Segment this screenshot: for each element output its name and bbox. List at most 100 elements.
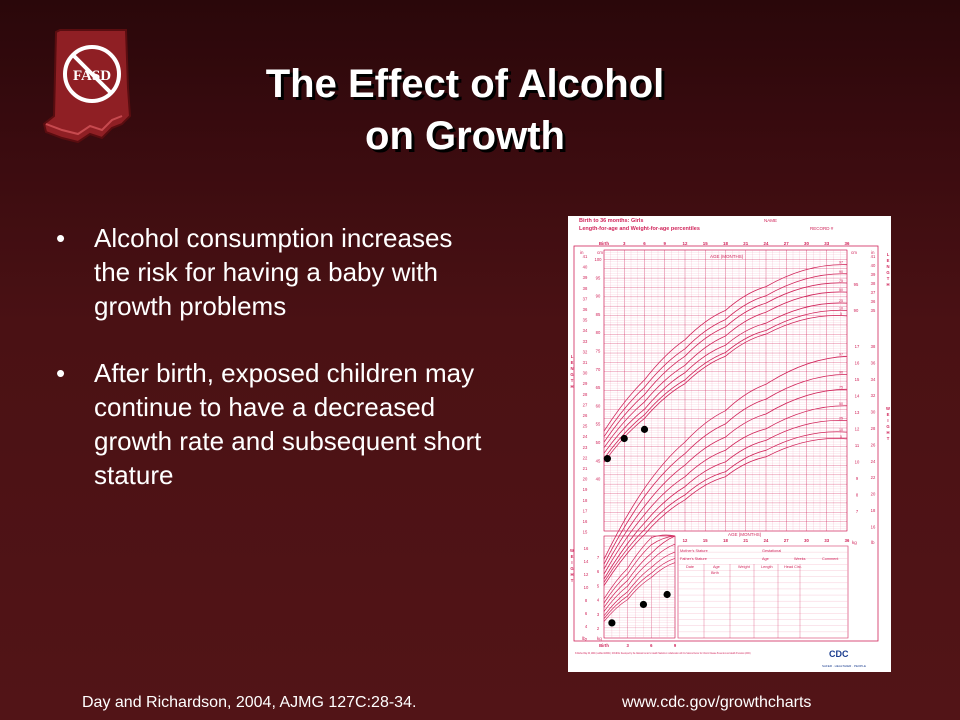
- weight-measurement-point-3: [663, 590, 671, 599]
- weight-curve-label-p75: 75: [839, 385, 843, 389]
- length-in-tick-41: 41: [583, 254, 588, 259]
- length-cm-tick-75: 75: [596, 349, 601, 354]
- table-label-gestational: Gestational: [762, 549, 781, 553]
- lower-lb-tick-4: 4: [585, 624, 588, 629]
- length-curve-label-p25: 25: [839, 299, 843, 303]
- table-col-header-age: Age: [713, 565, 720, 569]
- x-tick-top-15: 15: [703, 241, 708, 246]
- weight-curve-label-p97: 97: [839, 352, 843, 356]
- length-in-right-tick-37: 37: [871, 290, 876, 295]
- lower-lb-tick-6: 6: [585, 611, 588, 616]
- unit-lb-lower-label: lb: [582, 636, 586, 641]
- length-in-tick-32: 32: [583, 349, 588, 354]
- weight-axis-letter: W: [570, 548, 574, 553]
- fasd-logo-text: FASD: [73, 68, 111, 84]
- length-axis-letter: L: [571, 354, 574, 359]
- table-col-header-weight: Weight: [738, 565, 751, 569]
- x-tick-bottom-30: 30: [804, 538, 809, 543]
- x-tick-top-36: 36: [845, 241, 850, 246]
- length-in-tick-24: 24: [583, 434, 588, 439]
- weight-curve-label-p50: 50: [839, 402, 843, 406]
- lower-kg-tick-6: 6: [597, 569, 600, 574]
- weight-lower-curve-p90: [603, 535, 676, 604]
- length-in-tick-30: 30: [583, 371, 588, 376]
- table-label-birth: Birth: [711, 571, 719, 575]
- length-cm-tick-60: 60: [596, 403, 601, 408]
- weight-curve-p25: [603, 419, 848, 580]
- weight-axis-right-letter: H: [886, 430, 889, 435]
- weight-lb-tick-34: 34: [871, 377, 876, 382]
- weight-lower-curve-p5: [603, 562, 676, 622]
- x-tick-bottom-15: 15: [703, 538, 708, 543]
- length-in-tick-26: 26: [583, 413, 588, 418]
- length-curve-p10: [603, 309, 848, 459]
- x-tick-bottom-12: 12: [683, 538, 688, 543]
- length-cm-tick-40: 40: [596, 477, 601, 482]
- weight-axis-letter: G: [570, 566, 573, 571]
- length-in-tick-31: 31: [583, 360, 588, 365]
- growth-chart-svg: Birth to 36 months: Girls Length-for-age…: [570, 218, 890, 668]
- weight-lb-tick-32: 32: [871, 393, 876, 398]
- length-in-tick-19: 19: [583, 487, 588, 492]
- unit-lb-right-label: lb: [871, 540, 875, 545]
- length-curve-label-p97: 97: [839, 261, 843, 265]
- chart-record-label: RECORD #: [810, 226, 834, 231]
- weight-axis-right-letter: I: [887, 418, 888, 423]
- cdc-logo: CDC: [829, 649, 849, 659]
- unit-in-label: in: [580, 250, 584, 255]
- length-cm-tick-70: 70: [596, 367, 601, 372]
- length-measurement-point-3: [640, 425, 649, 433]
- length-curve-p50: [603, 291, 848, 448]
- slide-title-line-2: on Growth: [365, 114, 565, 158]
- length-curve-label-p75: 75: [839, 279, 843, 283]
- footer-url[interactable]: www.cdc.gov/growthcharts: [622, 694, 812, 711]
- x-tick-lower-Birth: Birth: [599, 643, 609, 648]
- bullet-item-1: • Alcohol consumption increases the risk…: [52, 221, 482, 323]
- lower-lb-tick-12: 12: [584, 572, 589, 577]
- weight-axis-letter: H: [570, 572, 573, 577]
- weight-axis-right-letter: G: [886, 424, 889, 429]
- length-axis-letter: T: [571, 378, 574, 383]
- length-in-right-tick-40: 40: [871, 263, 876, 268]
- length-axis-letter: N: [570, 366, 573, 371]
- length-in-right-tick-36: 36: [871, 299, 876, 304]
- weight-lower-curve-p97: [603, 534, 676, 599]
- weight-curve-p50: [603, 405, 848, 575]
- length-axis-letter: G: [570, 372, 573, 377]
- weight-curve-p5: [603, 438, 848, 586]
- table-label-comment: Comment: [822, 557, 839, 561]
- bullet-marker-1: •: [56, 223, 66, 253]
- weight-measurement-point-1: [608, 619, 616, 627]
- weight-curve-label-p25: 25: [839, 417, 843, 421]
- table-label-mothers-stature: Mother's Stature: [680, 549, 708, 553]
- cdc-tagline: SAFER · HEALTHIER · PEOPLE: [822, 664, 866, 668]
- unit-in-right-label: in: [871, 250, 875, 255]
- weight-lb-tick-18: 18: [871, 508, 876, 513]
- x-tick-top-9: 9: [664, 241, 667, 246]
- length-curve-p90: [603, 273, 848, 437]
- length-axis-right-letter: E: [887, 258, 890, 263]
- length-in-tick-33: 33: [583, 339, 588, 344]
- unit-kg-lower-label: kg: [597, 636, 602, 641]
- length-in-tick-34: 34: [583, 328, 588, 333]
- weight-lower-curve-p75: [603, 535, 676, 608]
- length-axis-right-letter: N: [886, 264, 889, 269]
- weight-kg-tick-17: 17: [855, 344, 860, 349]
- length-in-tick-18: 18: [583, 498, 588, 503]
- length-in-tick-40: 40: [583, 265, 588, 270]
- weight-axis-right-letter: W: [886, 406, 890, 411]
- unit-kg-right-label: kg: [852, 540, 857, 545]
- length-cm-tick-45: 45: [596, 458, 601, 463]
- x-tick-bottom-24: 24: [764, 538, 769, 543]
- bullet-marker-2: •: [56, 358, 66, 388]
- bullet-text-2: After birth, exposed children may contin…: [94, 358, 482, 490]
- lower-lb-tick-16: 16: [584, 546, 589, 551]
- fasd-logo: FASD: [40, 28, 136, 148]
- x-tick-top-21: 21: [743, 241, 748, 246]
- weight-lower-curve-p50: [603, 543, 676, 612]
- length-cm-right-tick-95: 95: [854, 282, 859, 287]
- weight-curve-label-p10: 10: [839, 428, 843, 432]
- length-curve-p5: [603, 315, 848, 463]
- length-curve-label-p50: 50: [839, 288, 843, 292]
